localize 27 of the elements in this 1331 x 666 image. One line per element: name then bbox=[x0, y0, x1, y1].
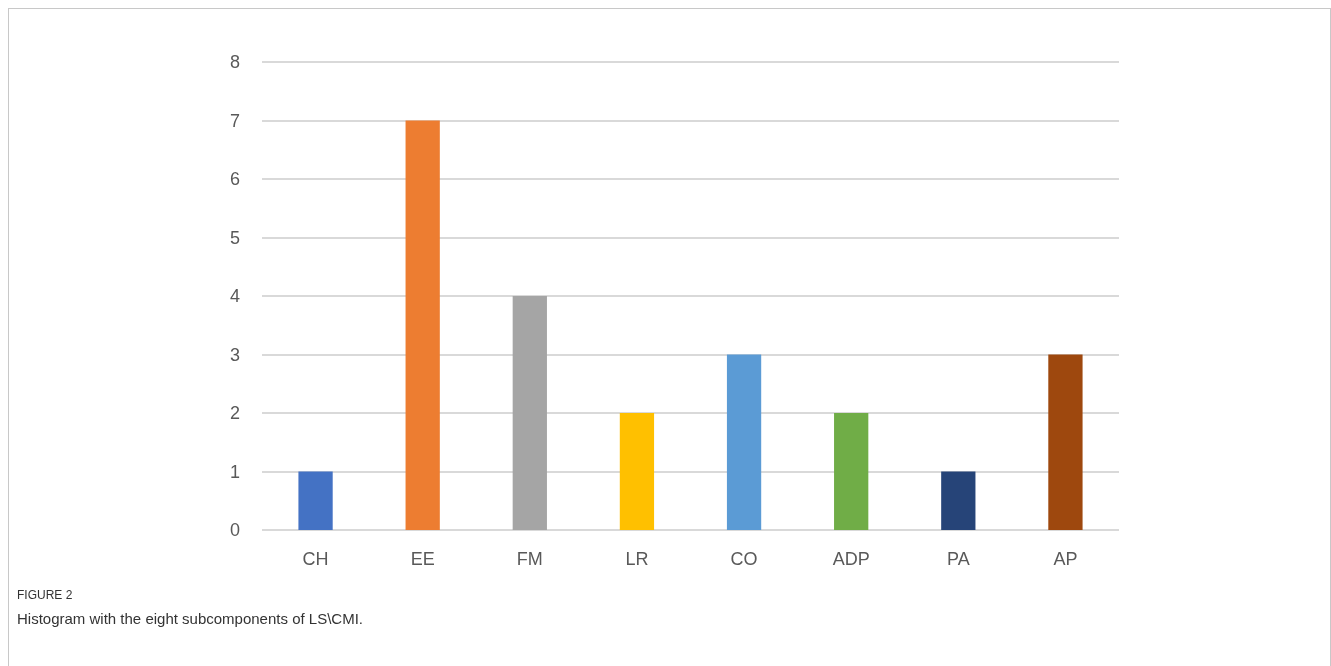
y-tick-label: 6 bbox=[229, 169, 240, 189]
bar bbox=[941, 471, 976, 530]
x-tick-label: ADP bbox=[832, 549, 870, 569]
y-tick-label: 2 bbox=[229, 403, 240, 423]
bar bbox=[619, 413, 655, 530]
y-tick-label: 0 bbox=[229, 520, 240, 540]
x-tick-label: FM bbox=[516, 549, 543, 569]
y-tick-label: 7 bbox=[229, 110, 240, 131]
y-tick-label: 5 bbox=[229, 227, 240, 248]
y-tick-label: 1 bbox=[229, 461, 240, 482]
x-tick-label: LR bbox=[625, 549, 649, 569]
text: Histogram with the eight subcomponents of LS\CMI. bbox=[17, 610, 363, 627]
bar bbox=[512, 296, 547, 530]
x-tick-label: AP bbox=[1053, 549, 1078, 569]
bar bbox=[1048, 354, 1083, 530]
bar bbox=[834, 413, 869, 530]
caption: FIGURE 2 bbox=[17, 588, 74, 602]
y-tick-label: 8 bbox=[229, 52, 240, 72]
x-tick-label: EE bbox=[410, 549, 435, 569]
bar bbox=[298, 471, 333, 530]
y-tick-label: 4 bbox=[229, 286, 240, 306]
x-tick-label: CO bbox=[730, 549, 758, 569]
bar bbox=[726, 354, 762, 530]
x-tick-label: CH bbox=[302, 549, 329, 569]
x-tick-label: PA bbox=[946, 549, 970, 569]
y-tick-label: 3 bbox=[229, 344, 240, 365]
bar bbox=[405, 120, 440, 530]
